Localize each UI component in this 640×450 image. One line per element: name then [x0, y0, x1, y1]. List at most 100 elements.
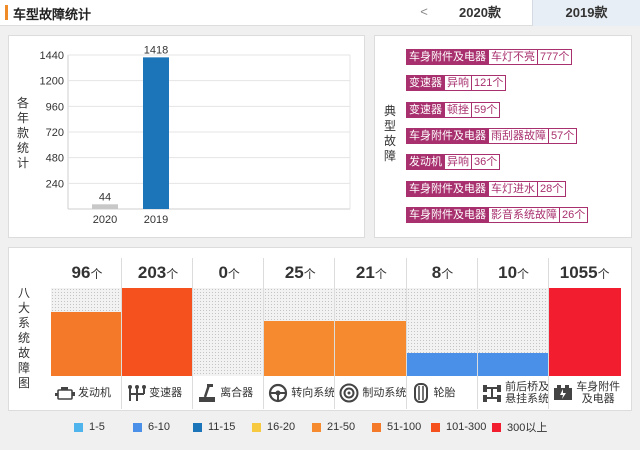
system-column[interactable]: 0个离合器: [193, 258, 266, 409]
legend-swatch: [431, 422, 440, 432]
system-count: 1055个: [548, 258, 621, 288]
steering-icon: [269, 383, 288, 402]
legend-swatch: [252, 422, 261, 432]
column-divider: [121, 258, 123, 409]
system-bar-area: [193, 288, 266, 376]
system-name: 轮胎: [433, 386, 456, 399]
system-bar-area: [477, 288, 550, 376]
tire-icon: [413, 382, 428, 403]
fault-item[interactable]: 车身附件及电器 影音系统故障 26个: [406, 206, 589, 223]
system-column[interactable]: 1055个 车身附件及电器: [548, 258, 621, 409]
system-column[interactable]: 96个发动机: [51, 258, 123, 409]
fault-category: 车身附件及电器: [406, 49, 489, 65]
title-accent: [5, 5, 8, 20]
system-count-number: 8: [431, 263, 442, 282]
legend-label: 300以上: [507, 422, 548, 434]
system-footer: 变速器: [122, 376, 195, 409]
system-count: 96个: [51, 258, 123, 288]
fault-item[interactable]: 变速器 顿挫 59个: [406, 101, 501, 118]
legend-label: 11-15: [208, 421, 236, 433]
fault-name: 雨刮器故障: [489, 127, 549, 144]
column-divider: [405, 258, 407, 409]
fault-name: 顿挫: [445, 101, 472, 118]
fault-category: 车身附件及电器: [406, 127, 489, 144]
system-footer: 离合器: [193, 376, 266, 409]
system-footer: 制动系统: [335, 376, 408, 409]
fault-count: 26个: [560, 206, 589, 223]
fault-category: 发动机: [406, 154, 445, 171]
fault-name: 车灯进水: [489, 180, 538, 197]
system-count-number: 203: [137, 263, 167, 282]
legend-item: 101-300: [431, 420, 486, 434]
system-count-number: 25: [284, 263, 304, 282]
system-footer: 轮胎: [406, 376, 479, 409]
column-divider: [334, 258, 336, 409]
system-column[interactable]: 8个轮胎: [406, 258, 479, 409]
system-name: 前后桥及悬挂系统: [505, 380, 550, 405]
system-name: 制动系统: [362, 386, 407, 399]
tab-2019[interactable]: 2019款: [532, 0, 640, 26]
legend-label: 21-50: [327, 421, 356, 433]
system-count: 8个: [406, 258, 479, 288]
system-bar-area: [264, 288, 337, 376]
prev-arrow-button[interactable]: <: [420, 4, 428, 19]
system-footer: 发动机: [51, 376, 123, 409]
system-footer: 前后桥及悬挂系统: [477, 376, 550, 409]
legend-swatch: [372, 422, 381, 432]
column-divider: [192, 258, 194, 409]
legend-swatch: [492, 422, 501, 432]
system-count-number: 10: [498, 263, 518, 282]
fault-item[interactable]: 车身附件及电器 车灯不亮 777个: [406, 49, 573, 65]
fault-count: 28个: [538, 180, 567, 197]
system-count-unit: 个: [374, 267, 387, 281]
system-bar: [406, 353, 479, 376]
yearly-stats-panel: [8, 35, 365, 238]
system-column[interactable]: 21个制动系统: [335, 258, 408, 409]
system-column[interactable]: 25个 转向系统: [264, 258, 337, 409]
fault-item[interactable]: 车身附件及电器 车灯进水 28个: [406, 180, 567, 197]
fault-name: 异响: [445, 154, 472, 171]
clutch-icon: [199, 383, 216, 402]
fault-item[interactable]: 变速器 异响 121个: [406, 75, 507, 92]
system-count-number: 1055: [559, 263, 598, 282]
system-count: 203个: [122, 258, 195, 288]
system-column[interactable]: 10个前后桥及悬挂系统: [477, 258, 550, 409]
system-count-number: 0: [218, 263, 228, 282]
fault-name: 异响: [445, 75, 472, 92]
system-bar-area: [548, 288, 621, 376]
fault-name: 影音系统故障: [489, 206, 560, 223]
system-count-number: 21: [355, 263, 375, 282]
legend-label: 6-10: [148, 421, 171, 433]
fault-category: 车身附件及电器: [406, 206, 489, 223]
system-count-number: 96: [71, 263, 91, 282]
legend-label: 1-5: [89, 421, 105, 433]
legend-item: 16-20: [252, 420, 295, 434]
legend-item: 21-50: [312, 420, 355, 434]
system-bar: [51, 311, 123, 376]
system-bar: [548, 288, 621, 376]
system-count-unit: 个: [597, 267, 610, 281]
legend-label: 16-20: [267, 421, 296, 433]
fault-category: 变速器: [406, 75, 445, 92]
system-count: 10个: [477, 258, 550, 288]
legend-item: 6-10: [133, 420, 170, 434]
system-bar: [264, 320, 337, 376]
system-column[interactable]: 203个变速器: [122, 258, 195, 409]
fault-item[interactable]: 车身附件及电器 雨刮器故障 57个: [406, 127, 578, 144]
system-bar-area: [51, 288, 123, 376]
system-count-unit: 个: [227, 267, 240, 281]
legend-label: 51-100: [387, 421, 422, 433]
legend-swatch: [193, 422, 202, 432]
legend-item: 51-100: [372, 420, 421, 434]
page-title: 车型故障统计: [13, 7, 92, 22]
system-count-unit: 个: [303, 267, 316, 281]
legend-item: 300以上: [492, 420, 547, 434]
fault-count: 121个: [472, 75, 507, 92]
legend-swatch: [74, 422, 83, 432]
tab-2020[interactable]: 2020款: [459, 5, 501, 20]
fault-name: 车灯不亮: [489, 49, 538, 65]
fault-item[interactable]: 发动机 异响 36个: [406, 154, 501, 171]
legend-item: 11-15: [193, 420, 235, 434]
suspension-icon: [482, 384, 501, 402]
fault-count: 777个: [538, 49, 573, 65]
